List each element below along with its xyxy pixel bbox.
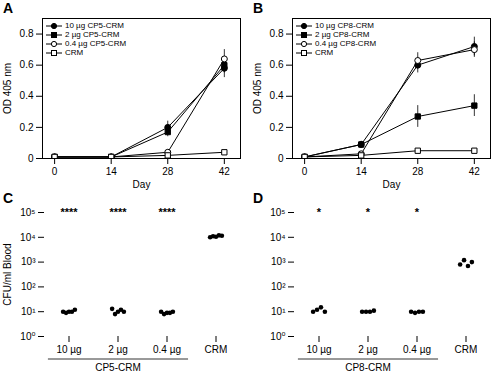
html-text:2 µg CP5-CRM: 2 µg CP5-CRM: [65, 30, 120, 39]
svg-text:10⁰: 10⁰: [270, 331, 285, 342]
svg-text:14: 14: [356, 166, 368, 177]
svg-text:10¹: 10¹: [271, 306, 286, 317]
html-text:CRM: CRM: [65, 48, 84, 57]
svg-text:****: ****: [109, 206, 127, 218]
svg-text:*: *: [366, 206, 371, 218]
svg-text:28: 28: [162, 166, 174, 177]
svg-text:CFU/ml Blood: CFU/ml Blood: [2, 243, 13, 305]
html-text:2 µg CP8-CRM: 2 µg CP8-CRM: [315, 30, 370, 39]
svg-text:10²: 10²: [21, 281, 36, 292]
svg-text:28: 28: [412, 166, 424, 177]
svg-text:OD 405 nm: OD 405 nm: [252, 63, 263, 114]
svg-text:0: 0: [52, 166, 58, 177]
svg-text:0.8: 0.8: [270, 28, 284, 39]
svg-text:10⁵: 10⁵: [20, 207, 35, 218]
svg-text:0.6: 0.6: [20, 59, 34, 70]
svg-text:10 µg: 10 µg: [56, 344, 81, 355]
svg-text:CP5-CRM: CP5-CRM: [95, 362, 141, 373]
svg-text:0: 0: [278, 153, 284, 164]
svg-text:*: *: [415, 206, 420, 218]
svg-text:Day: Day: [383, 179, 401, 190]
svg-text:10 µg: 10 µg: [306, 344, 331, 355]
svg-text:0: 0: [302, 166, 308, 177]
svg-text:42: 42: [219, 166, 231, 177]
svg-text:0.4 µg: 0.4 µg: [403, 344, 431, 355]
html-text:A: A: [3, 0, 14, 16]
svg-text:2 µg: 2 µg: [108, 344, 128, 355]
svg-text:0.2: 0.2: [270, 122, 284, 133]
html-text:B: B: [253, 0, 264, 16]
html-text:10 µg CP5-CRM: 10 µg CP5-CRM: [65, 21, 124, 30]
svg-text:CRM: CRM: [455, 344, 478, 355]
svg-text:****: ****: [158, 206, 176, 218]
svg-text:10⁴: 10⁴: [20, 232, 35, 243]
svg-text:10²: 10²: [271, 281, 286, 292]
html-text:C: C: [3, 190, 14, 206]
svg-text:10³: 10³: [271, 256, 286, 267]
svg-text:CRM: CRM: [205, 344, 228, 355]
svg-text:14: 14: [106, 166, 118, 177]
html-text:0.4 µg CP5-CRM: 0.4 µg CP5-CRM: [65, 39, 127, 48]
svg-text:CP8-CRM: CP8-CRM: [345, 362, 391, 373]
svg-text:Day: Day: [133, 179, 151, 190]
svg-text:0.6: 0.6: [270, 59, 284, 70]
svg-text:0.2: 0.2: [20, 122, 34, 133]
svg-text:10³: 10³: [21, 256, 36, 267]
svg-text:*: *: [317, 206, 322, 218]
svg-text:2 µg: 2 µg: [358, 344, 378, 355]
svg-text:****: ****: [60, 206, 78, 218]
svg-text:0.4: 0.4: [20, 90, 34, 101]
svg-text:0.4: 0.4: [270, 90, 284, 101]
svg-text:0: 0: [28, 153, 34, 164]
svg-text:0.8: 0.8: [20, 28, 34, 39]
svg-text:10⁰: 10⁰: [20, 331, 35, 342]
html-text:0.4 µg CP8-CRM: 0.4 µg CP8-CRM: [315, 39, 377, 48]
svg-text:42: 42: [469, 166, 481, 177]
svg-text:10¹: 10¹: [21, 306, 36, 317]
svg-text:0.4 µg: 0.4 µg: [153, 344, 181, 355]
html-text:D: D: [253, 190, 264, 206]
html-text:CRM: CRM: [315, 48, 334, 57]
svg-text:10⁵: 10⁵: [270, 207, 285, 218]
svg-text:10⁴: 10⁴: [270, 232, 285, 243]
html-text:10 µg CP8-CRM: 10 µg CP8-CRM: [315, 21, 374, 30]
svg-text:OD 405 nm: OD 405 nm: [2, 63, 13, 114]
